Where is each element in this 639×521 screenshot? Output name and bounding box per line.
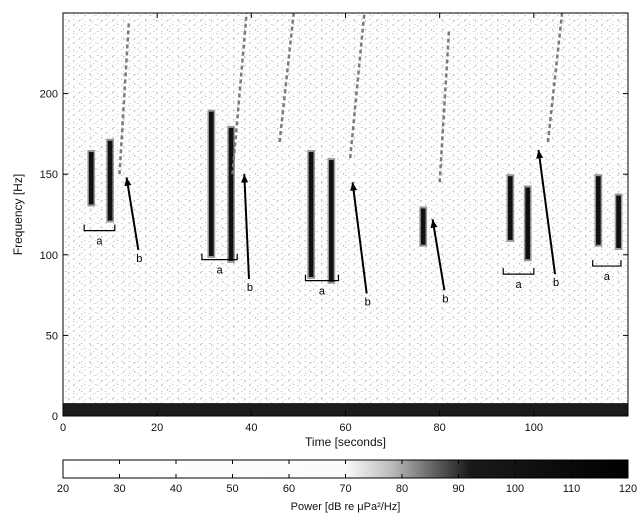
bracket-annotation <box>502 268 535 275</box>
annotation-arrowhead <box>124 177 132 187</box>
call-streak <box>525 187 531 260</box>
y-axis-label: Frequency [Hz] <box>11 174 25 255</box>
annotation-arrow <box>243 174 250 280</box>
upsweep-streak <box>348 12 366 159</box>
x-tick-label: 60 <box>339 422 351 434</box>
y-tick-label: 200 <box>40 89 58 101</box>
colorbar-tick-label: 100 <box>506 483 524 495</box>
colorbar-tick-label: 60 <box>283 483 295 495</box>
colorbar-tick-label: 20 <box>57 483 69 495</box>
annotation-label-a: a <box>319 286 326 298</box>
annotation-label-a: a <box>96 236 103 248</box>
x-tick-label: 20 <box>151 422 163 434</box>
colorbar-tick-label: 90 <box>452 483 464 495</box>
annotation-label-a: a <box>604 271 611 283</box>
annotation-arrow <box>351 182 368 294</box>
bracket-annotation <box>304 274 340 282</box>
annotation-arrow <box>125 177 140 251</box>
spectrogram-plot: a a a a a b b b b b <box>62 12 629 417</box>
upsweep-streak <box>438 29 451 183</box>
upsweep-streak <box>118 20 131 175</box>
x-axis-label: Time [seconds] <box>305 435 386 449</box>
colorbar-tick-label: 110 <box>563 483 581 495</box>
colorbar-tick-label: 40 <box>170 483 182 495</box>
annotation-arrowhead <box>350 182 358 191</box>
bracket-annotation <box>83 224 116 232</box>
annotation-label-b: b <box>442 293 448 305</box>
upsweep-streak <box>278 12 295 143</box>
colorbar-tick-label: 30 <box>113 483 125 495</box>
call-streak <box>329 160 334 282</box>
call-streak <box>616 195 621 248</box>
y-tick-label: 0 <box>52 411 58 423</box>
x-tick-label: 0 <box>60 422 66 434</box>
annotation-arrow <box>431 219 446 291</box>
call-streak <box>208 111 214 257</box>
colorbar: 20 30 40 50 60 70 80 90 100 110 120 <box>57 459 637 495</box>
spectrogram-noise-texture-secondary <box>63 13 628 416</box>
call-streak <box>107 140 113 221</box>
upsweep-streak <box>231 12 248 175</box>
x-tick-label: 80 <box>434 422 446 434</box>
colorbar-tick-label: 120 <box>619 483 637 495</box>
bracket-annotation <box>201 253 238 261</box>
annotation-label-a: a <box>216 265 223 277</box>
call-streak <box>308 152 314 277</box>
annotation-arrowhead <box>536 150 544 159</box>
annotation-label-b: b <box>247 282 253 294</box>
upsweep-streak <box>546 12 564 143</box>
y-tick-label: 150 <box>40 169 58 181</box>
colorbar-tick-label: 70 <box>339 483 351 495</box>
low-frequency-noise-band <box>63 403 628 416</box>
y-tick-label: 50 <box>46 330 58 342</box>
call-streak <box>88 152 94 205</box>
call-streak <box>595 176 601 245</box>
colorbar-tick-label: 80 <box>396 483 408 495</box>
y-tick-label: 100 <box>40 250 58 262</box>
colorbar-label: Power [dB re μPa²/Hz] <box>291 501 401 513</box>
call-streak <box>420 208 426 245</box>
annotation-arrow <box>537 149 557 275</box>
call-streak <box>228 127 234 261</box>
annotation-arrowhead <box>430 219 438 229</box>
colorbar-tick-label: 50 <box>226 483 238 495</box>
annotation-label-b: b <box>136 253 142 265</box>
x-tick-label: 40 <box>245 422 257 434</box>
annotation-label-a: a <box>515 279 522 291</box>
call-streak <box>507 176 513 240</box>
annotation-label-b: b <box>365 296 371 308</box>
bracket-annotation <box>592 260 622 267</box>
annotation-label-b: b <box>553 277 559 289</box>
x-tick-label: 100 <box>525 422 543 434</box>
annotation-arrowhead <box>241 174 249 183</box>
